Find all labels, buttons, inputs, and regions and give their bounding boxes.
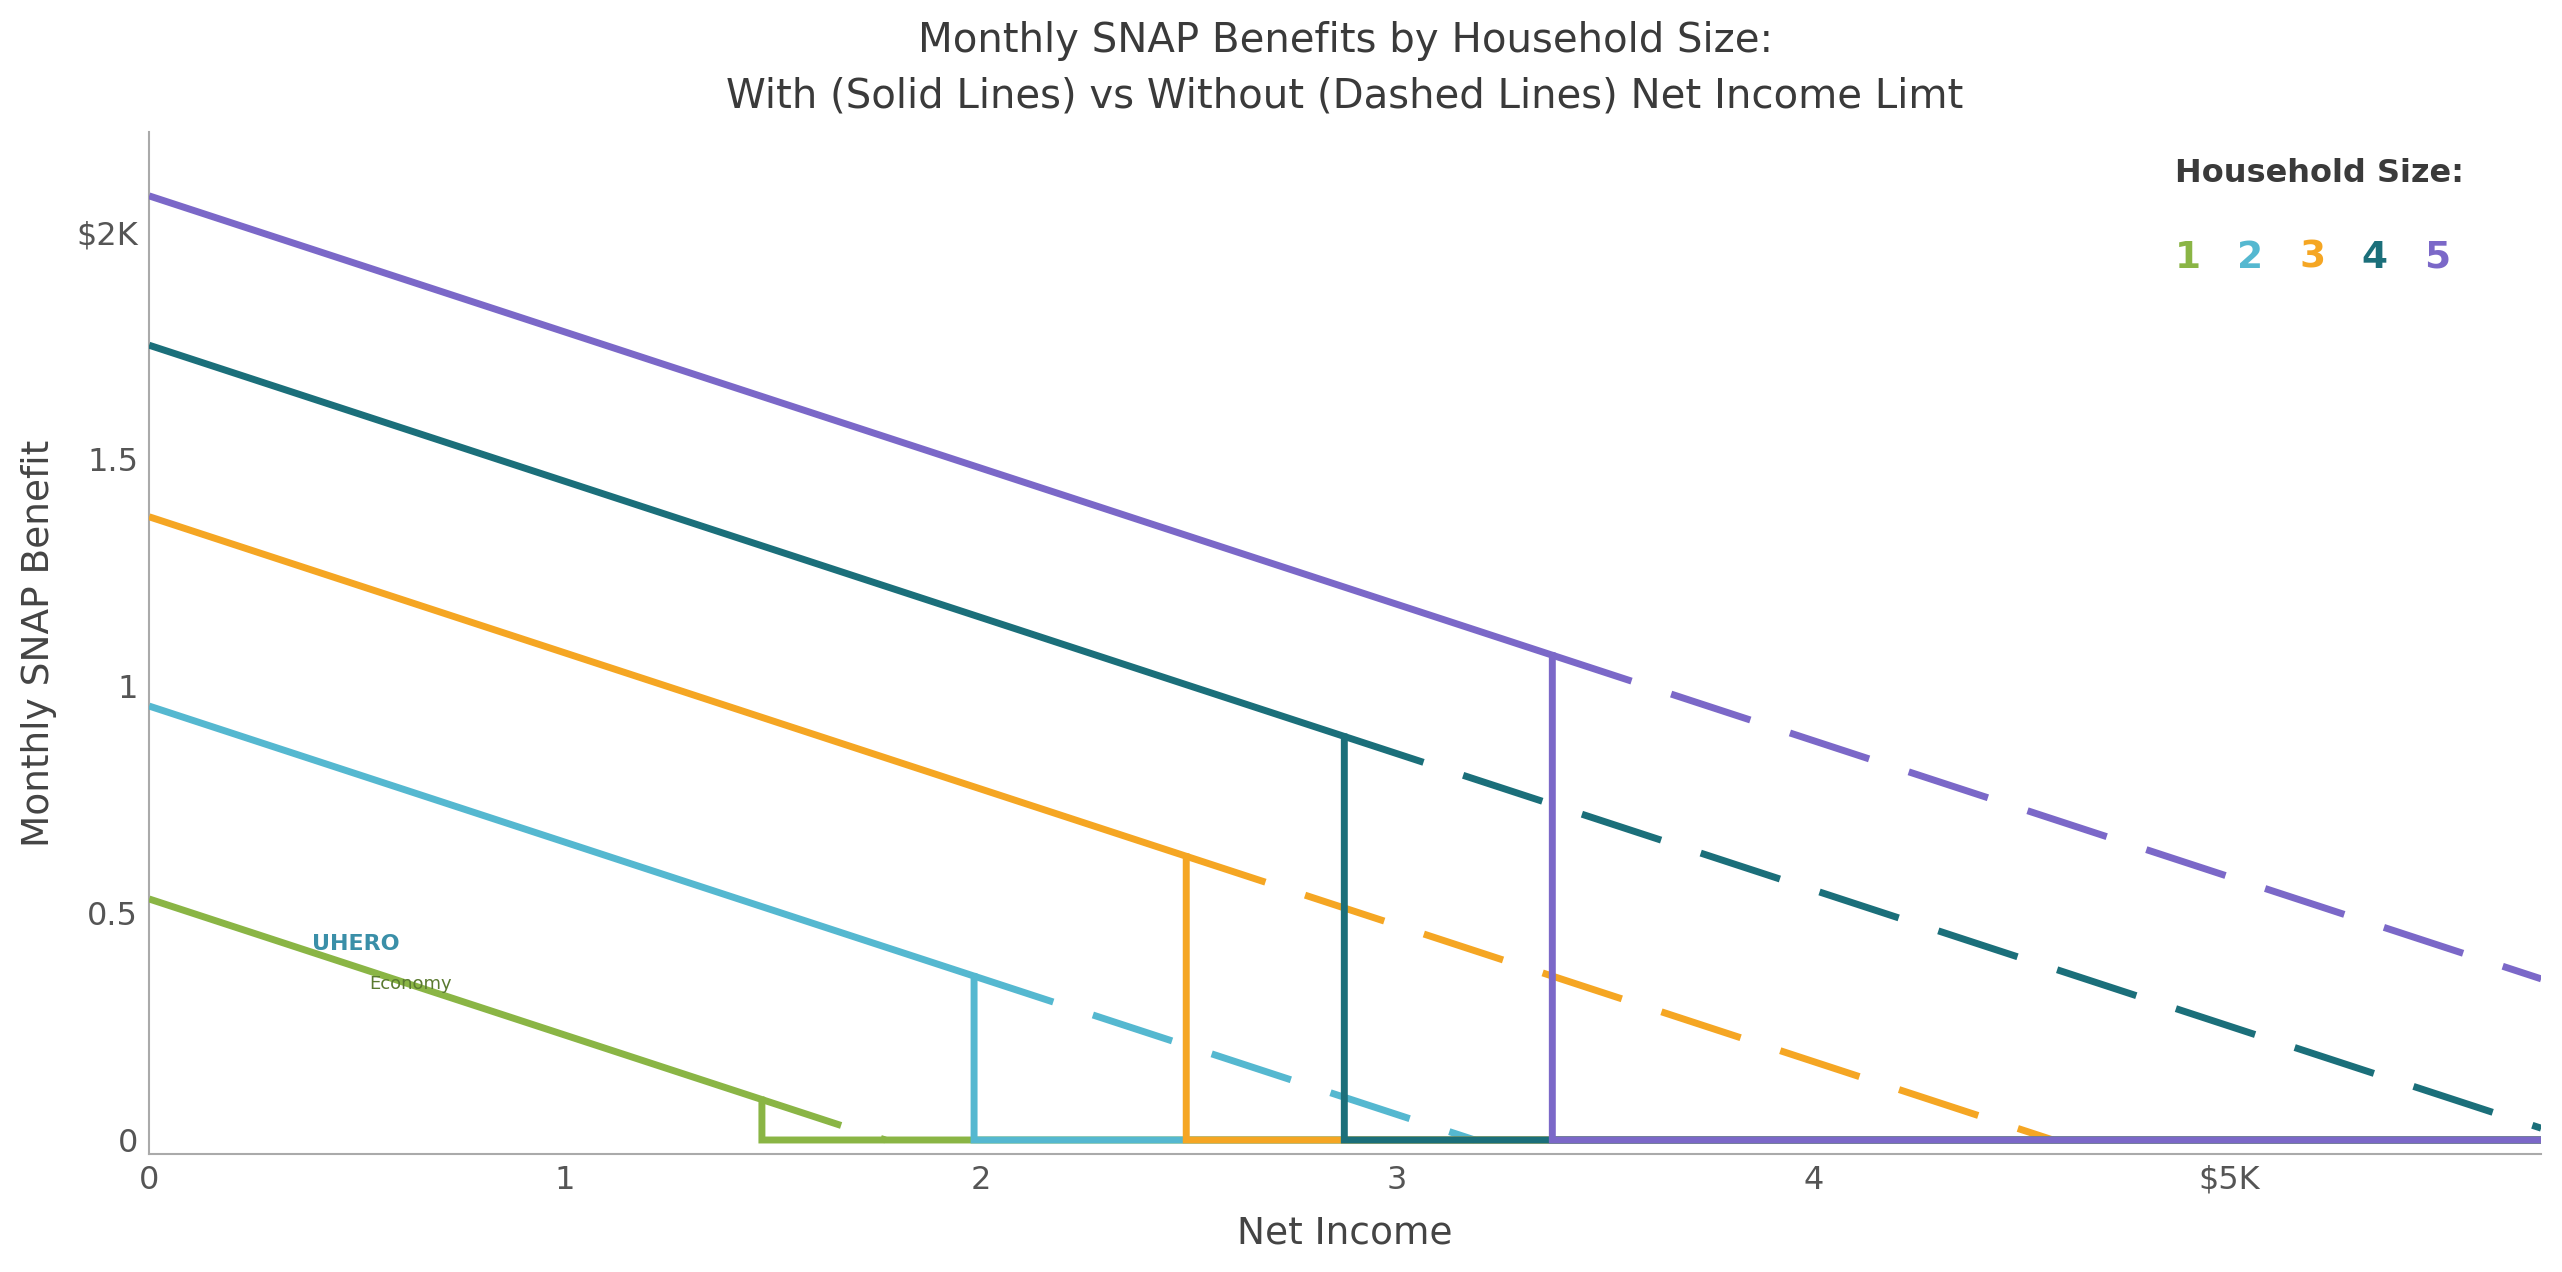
- Text: Economy: Economy: [369, 974, 451, 993]
- Text: 4: 4: [2362, 239, 2388, 276]
- Text: 2: 2: [2237, 239, 2262, 276]
- Text: UHERO: UHERO: [313, 935, 400, 954]
- Text: 1: 1: [2175, 239, 2201, 276]
- Title: Monthly SNAP Benefits by Household Size:
With (Solid Lines) vs Without (Dashed L: Monthly SNAP Benefits by Household Size:…: [728, 20, 1965, 116]
- Text: Household Size:: Household Size:: [2175, 158, 2465, 188]
- Text: 5: 5: [2424, 239, 2449, 276]
- Text: 3: 3: [2301, 239, 2326, 276]
- Y-axis label: Monthly SNAP Benefit: Monthly SNAP Benefit: [20, 439, 56, 847]
- X-axis label: Net Income: Net Income: [1237, 1215, 1453, 1252]
